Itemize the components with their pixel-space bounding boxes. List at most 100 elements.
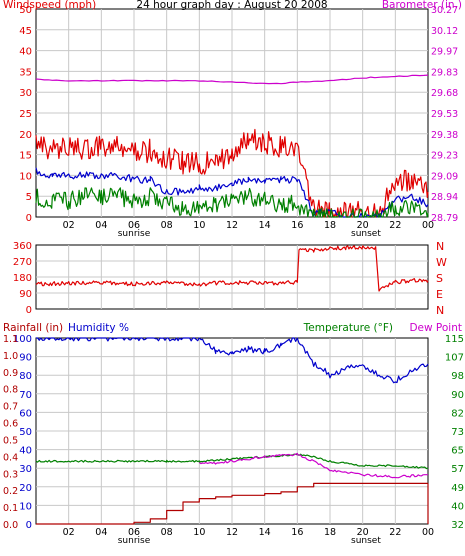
temperature-tick-label: 40 bbox=[451, 501, 464, 512]
rainfall-tick-label: 0.8 bbox=[3, 385, 18, 396]
rain-x-tick-label: 02 bbox=[63, 527, 75, 538]
barometer-tick-label: 29.23 bbox=[431, 151, 458, 162]
humidity-tick-label: 40 bbox=[19, 446, 32, 457]
humidity-tick-label: 90 bbox=[19, 353, 32, 364]
humidity-tick-label: 80 bbox=[19, 371, 32, 382]
temperature-tick-label: 49 bbox=[451, 483, 464, 494]
dewpoint-axis-label: Dew Point bbox=[409, 322, 462, 334]
temperature-tick-label: 90 bbox=[451, 390, 464, 401]
barometer-tick-label: 28.79 bbox=[431, 213, 458, 224]
sunrise-label: sunrise bbox=[118, 229, 151, 239]
wind-x-tick-label: 00 bbox=[422, 220, 434, 231]
dewpoint-line bbox=[199, 452, 428, 479]
windspeed-tick-label: 5 bbox=[26, 192, 32, 203]
rain-x-tick-label: 12 bbox=[226, 527, 238, 538]
direction-tick-label: 0 bbox=[26, 305, 32, 316]
wind-x-tick-label: 04 bbox=[95, 220, 107, 231]
rainfall-tick-label: 0.6 bbox=[3, 419, 18, 430]
rainfall-tick-label: 0.0 bbox=[3, 520, 18, 531]
humidity-line bbox=[36, 337, 429, 384]
rain-x-tick-label: 06 bbox=[128, 527, 140, 538]
temperature-tick-label: 115 bbox=[445, 334, 464, 345]
rain-x-tick-label: 20 bbox=[357, 527, 369, 538]
rainfall-tick-label: 0.3 bbox=[3, 469, 18, 480]
temperature-tick-label: 32 bbox=[451, 520, 464, 531]
direction-tick-label: 270 bbox=[13, 257, 32, 268]
wind-x-tick-label: 06 bbox=[128, 220, 140, 231]
barometer-tick-label: 29.09 bbox=[431, 171, 458, 182]
compass-label: E bbox=[436, 288, 443, 301]
temperature-axis-label: Temperature (°F) bbox=[303, 322, 393, 334]
rainfall-tick-label: 0.2 bbox=[3, 486, 18, 497]
windspeed-tick-label: 45 bbox=[19, 26, 32, 37]
windspeed-tick-label: 10 bbox=[19, 171, 32, 182]
wind-x-tick-label: 12 bbox=[226, 220, 238, 231]
humidity-tick-label: 70 bbox=[19, 390, 32, 401]
temperature-tick-label: 82 bbox=[451, 408, 464, 419]
wind-x-tick-label: 18 bbox=[324, 220, 336, 231]
barometer-line bbox=[35, 74, 429, 85]
wind_average-line bbox=[35, 167, 429, 218]
windspeed-tick-label: 30 bbox=[19, 88, 32, 99]
direction-tick-label: 360 bbox=[13, 241, 32, 252]
direction-tick-label: 180 bbox=[13, 273, 32, 284]
rainfall-tick-label: 1.0 bbox=[3, 351, 18, 362]
rainfall-axis-label: Rainfall (in) bbox=[3, 322, 63, 334]
barometer-tick-label: 28.94 bbox=[431, 192, 458, 203]
humidity-tick-label: 0 bbox=[26, 520, 32, 531]
rain-x-tick-label: 16 bbox=[291, 527, 303, 538]
temperature-tick-label: 65 bbox=[451, 446, 464, 457]
wind-x-tick-label: 20 bbox=[357, 220, 369, 231]
temperature-tick-label: 98 bbox=[451, 371, 464, 382]
direction-tick-label: 90 bbox=[19, 289, 32, 300]
wind-x-tick-label: 16 bbox=[291, 220, 303, 231]
humidity-tick-label: 100 bbox=[13, 334, 32, 345]
rainfall-tick-label: 0.9 bbox=[3, 368, 18, 379]
rainfall-tick-label: 0.1 bbox=[3, 503, 18, 514]
wind-x-tick-label: 10 bbox=[193, 220, 205, 231]
sunset-label-bottom: sunset bbox=[351, 536, 381, 546]
wind-x-tick-label: 22 bbox=[389, 220, 401, 231]
compass-label: W bbox=[436, 256, 447, 269]
rainfall-tick-label: 0.7 bbox=[3, 402, 18, 413]
barometer-tick-label: 30.12 bbox=[431, 26, 458, 37]
sunset-label: sunset bbox=[351, 229, 381, 239]
barometer-tick-label: 29.97 bbox=[431, 47, 458, 58]
barometer-tick-label: 29.53 bbox=[431, 109, 458, 120]
humidity-tick-label: 60 bbox=[19, 408, 32, 419]
temperature-tick-label: 73 bbox=[451, 427, 464, 438]
barometer-tick-label: 30.27 bbox=[431, 5, 458, 16]
rainfall-tick-label: 1.1 bbox=[3, 334, 18, 345]
rain-x-tick-label: 10 bbox=[193, 527, 205, 538]
wind-x-tick-label: 02 bbox=[63, 220, 75, 231]
barometer-tick-label: 29.38 bbox=[431, 130, 458, 141]
sunrise-label-bottom: sunrise bbox=[118, 536, 151, 546]
chart-title: 24 hour graph day : August 20 2008 bbox=[136, 0, 327, 11]
temperature-tick-label: 107 bbox=[445, 353, 464, 364]
barometer-axis-label: Barometer (in.) bbox=[382, 0, 462, 11]
temperature-tick-label: 57 bbox=[451, 464, 464, 475]
compass-label: N bbox=[436, 304, 444, 317]
rain-x-tick-label: 18 bbox=[324, 527, 336, 538]
windspeed-tick-label: 20 bbox=[19, 130, 32, 141]
barometer-tick-label: 29.68 bbox=[431, 88, 458, 99]
windspeed-tick-label: 50 bbox=[19, 5, 32, 16]
rain-x-tick-label: 14 bbox=[259, 527, 271, 538]
wind_low-line bbox=[35, 187, 429, 218]
compass-label: S bbox=[436, 272, 443, 285]
windspeed-tick-label: 0 bbox=[26, 213, 32, 224]
rain-x-tick-label: 00 bbox=[422, 527, 434, 538]
humidity-tick-label: 50 bbox=[19, 427, 32, 438]
barometer-tick-label: 29.83 bbox=[431, 67, 458, 78]
rainfall-tick-label: 0.5 bbox=[3, 435, 18, 446]
temperature-line bbox=[35, 453, 429, 470]
windspeed-tick-label: 40 bbox=[19, 47, 32, 58]
wind-x-tick-label: 14 bbox=[259, 220, 271, 231]
compass-label: N bbox=[436, 240, 444, 253]
windspeed-axis-label: Windspeed (mph) bbox=[3, 0, 96, 11]
humidity-tick-label: 30 bbox=[19, 464, 32, 475]
rainfall-tick-label: 0.4 bbox=[3, 452, 18, 463]
rain-x-tick-label: 22 bbox=[389, 527, 401, 538]
